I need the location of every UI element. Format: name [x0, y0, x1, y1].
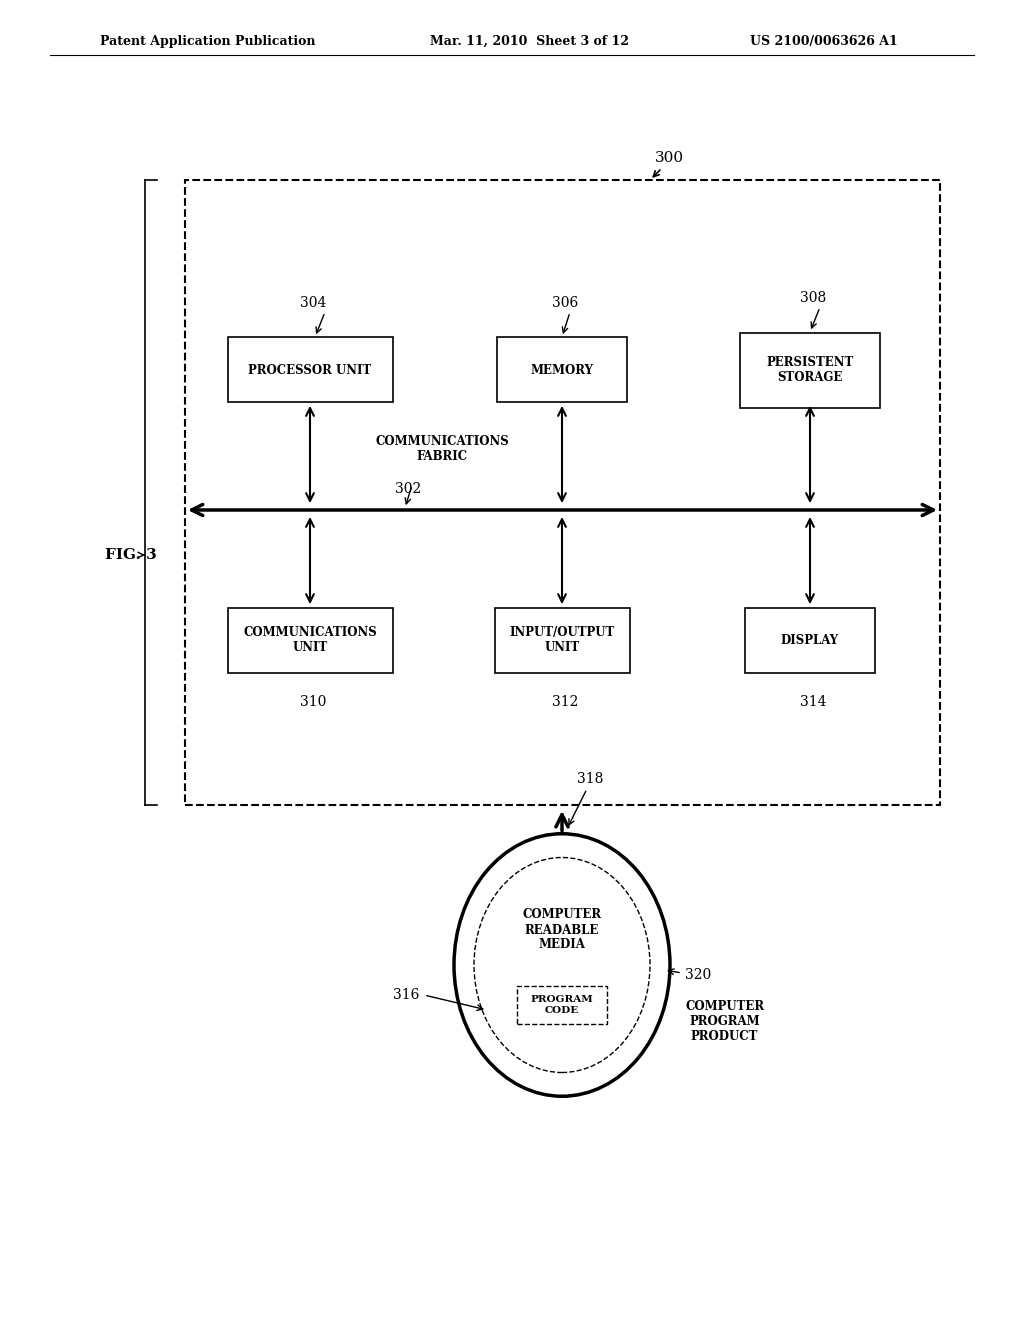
Text: COMPUTER
PROGRAM
PRODUCT: COMPUTER PROGRAM PRODUCT	[685, 1001, 764, 1043]
Text: INPUT/OUTPUT
UNIT: INPUT/OUTPUT UNIT	[509, 626, 614, 653]
Text: 318: 318	[577, 772, 603, 785]
Text: Mar. 11, 2010  Sheet 3 of 12: Mar. 11, 2010 Sheet 3 of 12	[430, 36, 629, 48]
Text: FIG. 3: FIG. 3	[105, 548, 157, 562]
Bar	[227, 607, 392, 672]
Text: 316: 316	[392, 987, 419, 1002]
Ellipse shape	[454, 834, 670, 1096]
Text: 304: 304	[300, 296, 327, 310]
Text: 300: 300	[655, 150, 684, 165]
Text: COMMUNICATIONS
UNIT: COMMUNICATIONS UNIT	[243, 626, 377, 653]
Text: COMPUTER
READABLE
MEDIA: COMPUTER READABLE MEDIA	[522, 908, 601, 952]
Text: 302: 302	[395, 482, 421, 496]
Text: COMMUNICATIONS
FABRIC: COMMUNICATIONS FABRIC	[375, 436, 509, 463]
Bar	[740, 333, 880, 408]
Bar	[517, 986, 607, 1024]
Text: 306: 306	[552, 296, 579, 310]
Text: 314: 314	[800, 696, 826, 709]
Text: MEMORY: MEMORY	[530, 363, 594, 376]
Ellipse shape	[474, 858, 650, 1072]
Text: US 2100/0063626 A1: US 2100/0063626 A1	[750, 36, 898, 48]
Text: Patent Application Publication: Patent Application Publication	[100, 36, 315, 48]
Text: 308: 308	[800, 290, 826, 305]
FancyBboxPatch shape	[185, 180, 940, 805]
Bar	[745, 607, 874, 672]
Text: PROCESSOR UNIT: PROCESSOR UNIT	[249, 363, 372, 376]
Text: 320: 320	[685, 968, 712, 982]
Text: PERSISTENT
STORAGE: PERSISTENT STORAGE	[766, 356, 854, 384]
Bar	[495, 607, 630, 672]
Bar	[497, 338, 627, 403]
Text: PROGRAM
CODE: PROGRAM CODE	[530, 995, 593, 1015]
Text: DISPLAY: DISPLAY	[781, 634, 839, 647]
Text: 312: 312	[552, 696, 579, 709]
Text: 310: 310	[300, 696, 327, 709]
Bar	[227, 338, 392, 403]
